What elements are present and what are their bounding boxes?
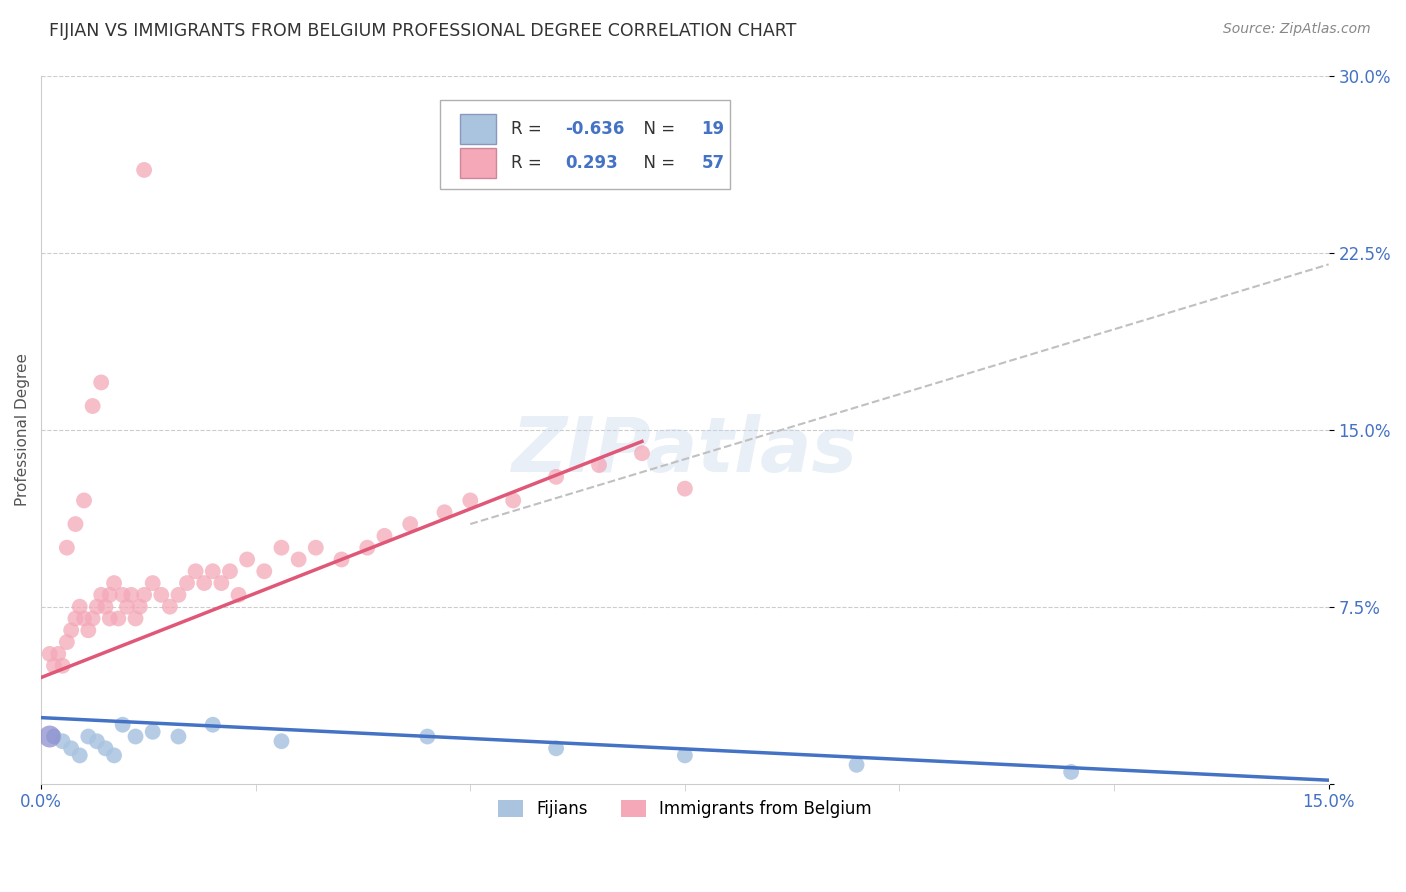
Text: FIJIAN VS IMMIGRANTS FROM BELGIUM PROFESSIONAL DEGREE CORRELATION CHART: FIJIAN VS IMMIGRANTS FROM BELGIUM PROFES… — [49, 22, 797, 40]
Point — [73, 493, 96, 508]
Point — [167, 730, 190, 744]
Point — [124, 730, 146, 744]
Point — [90, 588, 112, 602]
Text: 19: 19 — [702, 120, 724, 138]
Point — [77, 730, 100, 744]
Point — [52, 658, 75, 673]
Point — [65, 517, 87, 532]
Point — [546, 741, 568, 756]
Point — [60, 741, 83, 756]
Point — [42, 658, 65, 673]
Point — [103, 576, 125, 591]
Point — [228, 588, 250, 602]
Point — [132, 163, 155, 178]
Point — [356, 541, 378, 555]
Point — [86, 599, 108, 614]
FancyBboxPatch shape — [460, 148, 495, 178]
Point — [373, 529, 395, 543]
Point — [132, 588, 155, 602]
Point — [69, 748, 91, 763]
Point — [270, 734, 292, 748]
Text: 0.293: 0.293 — [565, 154, 617, 172]
Point — [588, 458, 610, 472]
Point — [90, 376, 112, 390]
Point — [65, 611, 87, 625]
Point — [98, 588, 121, 602]
Point — [201, 717, 224, 731]
Point — [845, 757, 868, 772]
Text: R =: R = — [510, 120, 547, 138]
Point — [546, 470, 568, 484]
Point — [94, 741, 117, 756]
Point — [399, 517, 422, 532]
Point — [1060, 764, 1083, 779]
Point — [73, 611, 96, 625]
Point — [38, 730, 60, 744]
Legend: Fijians, Immigrants from Belgium: Fijians, Immigrants from Belgium — [491, 794, 879, 825]
FancyBboxPatch shape — [460, 114, 495, 145]
Point — [94, 599, 117, 614]
Y-axis label: Professional Degree: Professional Degree — [15, 353, 30, 506]
Point — [98, 611, 121, 625]
Point — [167, 588, 190, 602]
Point — [115, 599, 138, 614]
Point — [305, 541, 328, 555]
Point — [142, 724, 165, 739]
Text: 57: 57 — [702, 154, 724, 172]
Point — [107, 611, 129, 625]
Text: N =: N = — [633, 154, 681, 172]
Point — [176, 576, 198, 591]
Point — [56, 541, 79, 555]
Point — [103, 748, 125, 763]
Point — [201, 564, 224, 578]
Point — [142, 576, 165, 591]
Point — [38, 647, 60, 661]
Text: Source: ZipAtlas.com: Source: ZipAtlas.com — [1223, 22, 1371, 37]
Point — [502, 493, 524, 508]
Point — [111, 717, 134, 731]
Point — [287, 552, 309, 566]
Point — [253, 564, 276, 578]
Point — [219, 564, 242, 578]
Point — [60, 624, 83, 638]
Point — [159, 599, 181, 614]
Text: R =: R = — [510, 154, 547, 172]
Point — [82, 611, 104, 625]
FancyBboxPatch shape — [440, 100, 730, 189]
Point — [150, 588, 173, 602]
Point — [209, 576, 232, 591]
Point — [184, 564, 207, 578]
Point — [458, 493, 481, 508]
Text: -0.636: -0.636 — [565, 120, 624, 138]
Point — [631, 446, 654, 460]
Point — [56, 635, 79, 649]
Point — [46, 647, 69, 661]
Point — [82, 399, 104, 413]
Point — [42, 730, 65, 744]
Point — [433, 505, 456, 519]
Point — [52, 734, 75, 748]
Point — [673, 482, 696, 496]
Point — [416, 730, 439, 744]
Point — [77, 624, 100, 638]
Point — [270, 541, 292, 555]
Point — [86, 734, 108, 748]
Point — [111, 588, 134, 602]
Point — [69, 599, 91, 614]
Text: N =: N = — [633, 120, 681, 138]
Point — [673, 748, 696, 763]
Point — [120, 588, 142, 602]
Text: ZIPatlas: ZIPatlas — [512, 414, 858, 488]
Point — [124, 611, 146, 625]
Point — [330, 552, 353, 566]
Point — [193, 576, 215, 591]
Point — [128, 599, 150, 614]
Point — [236, 552, 259, 566]
